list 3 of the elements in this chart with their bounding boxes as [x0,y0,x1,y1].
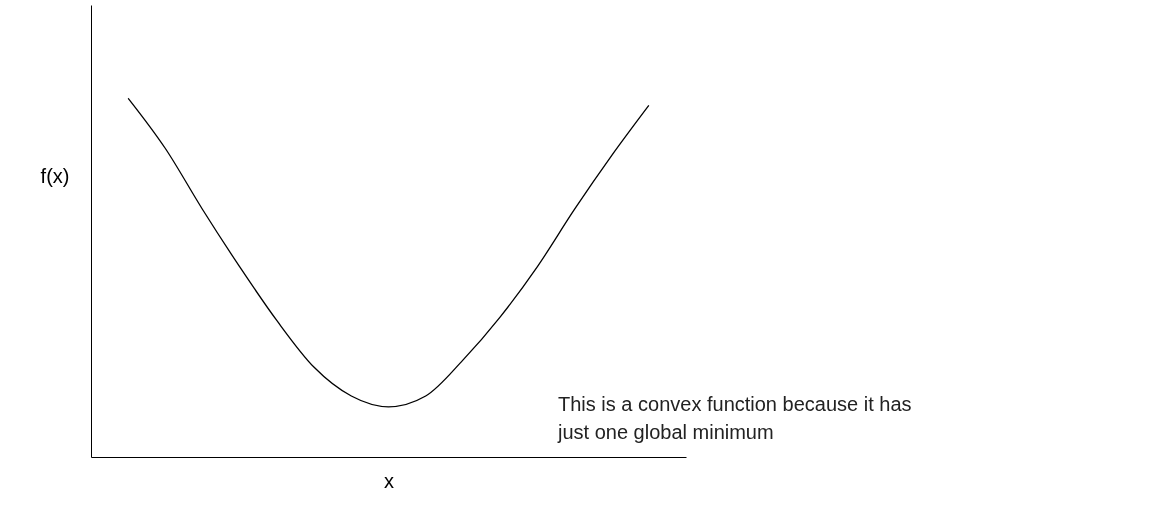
y-axis-title: f(x) [40,165,70,188]
annotation: This is a convex function because it has just one global minimum [557,393,912,444]
x-axis-title: x [384,469,394,492]
